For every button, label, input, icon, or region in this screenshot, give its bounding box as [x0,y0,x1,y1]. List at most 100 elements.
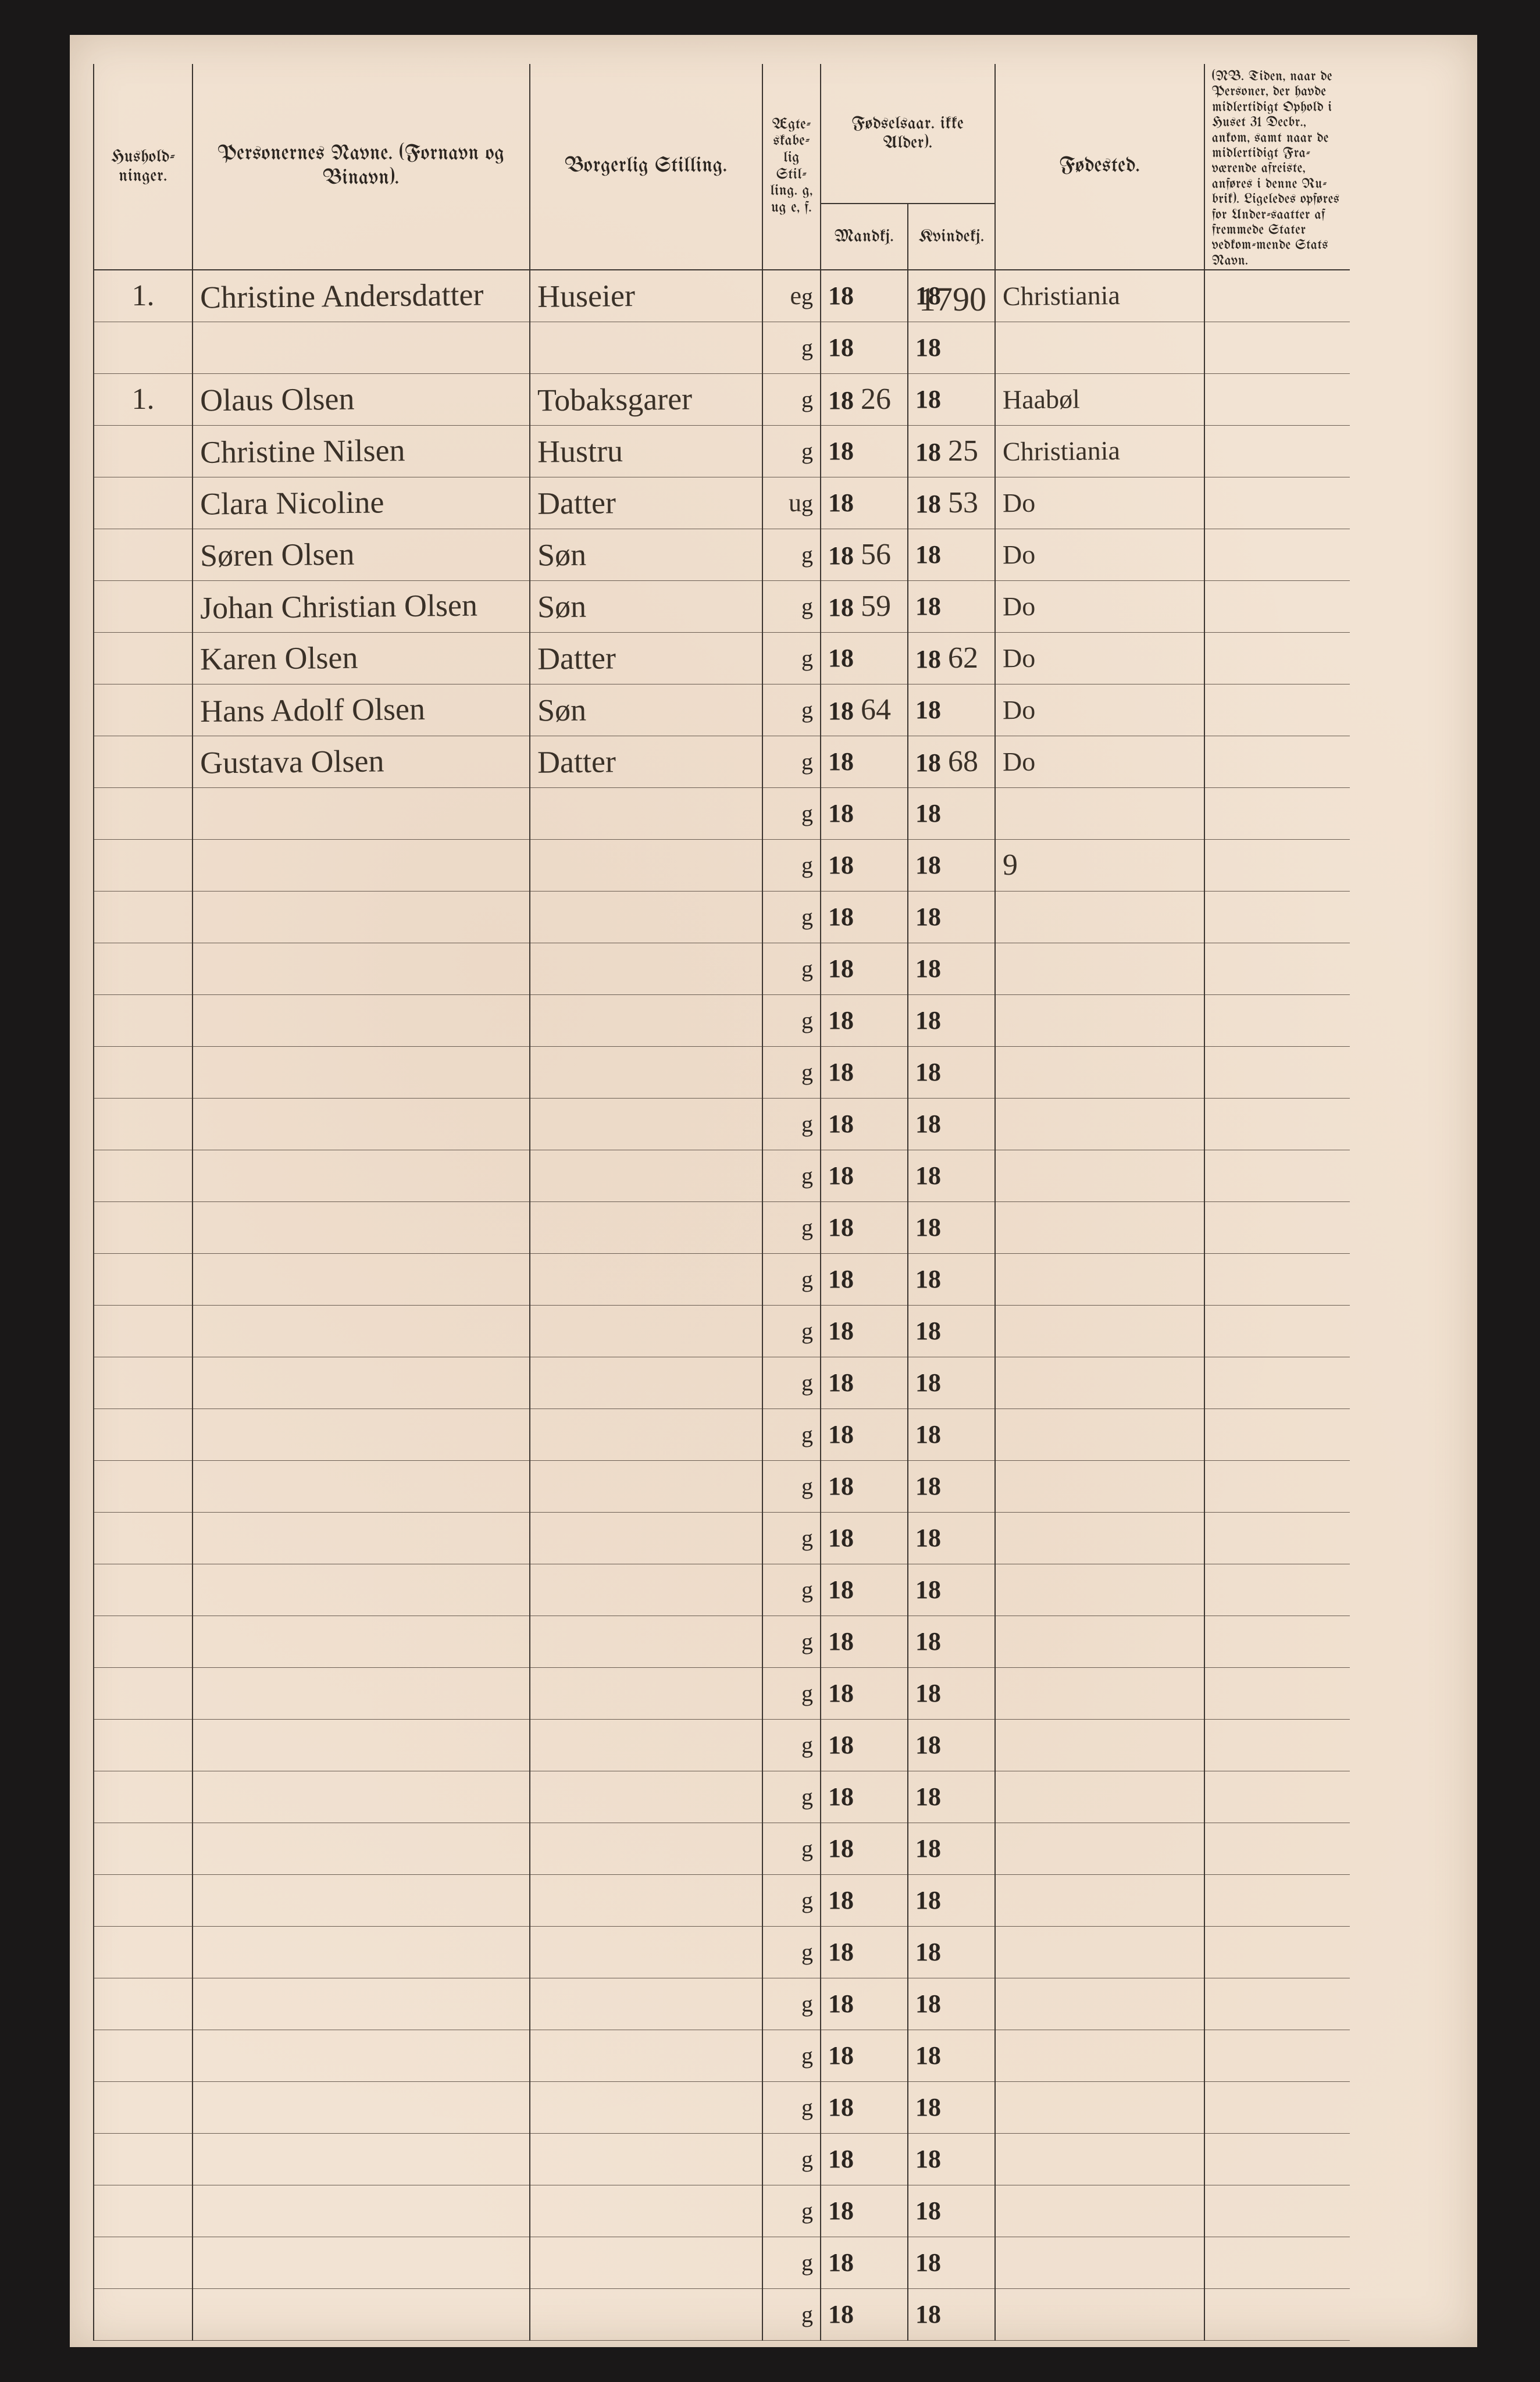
table-row: g1818 [94,1771,1350,1823]
cell-name [192,1874,530,1926]
table-row: g1818 [94,1616,1350,1667]
cell-name [192,1823,530,1874]
cell-aegteskab: g [762,1719,821,1771]
cell-nb [1204,1616,1350,1667]
cell-aegteskab: g [762,2133,821,2185]
cell-husholdning [94,1719,192,1771]
table-row: g1818 [94,2133,1350,2185]
cell-mandkj: 18 [821,1046,908,1098]
cell-fodested [995,1564,1204,1616]
table-row: g1818 [94,1305,1350,1357]
cell-husholdning [94,1201,192,1253]
cell-aegteskab: g [762,2030,821,2081]
table-row: g1818 [94,2237,1350,2288]
cell-nb [1204,2288,1350,2340]
cell-aegteskab: g [762,1150,821,1201]
cell-nb [1204,1719,1350,1771]
cell-mandkj: 18 [821,1150,908,1201]
cell-nb [1204,1874,1350,1926]
cell-mandkj: 18 [821,1201,908,1253]
cell-name [192,1046,530,1098]
cell-kvindekj: 18 [908,891,995,943]
cell-nb [1204,1253,1350,1305]
cell-aegteskab: g [762,1046,821,1098]
cell-mandkj: 18 [821,477,908,529]
table-row: g1818 [94,1874,1350,1926]
header-fodselsaar: Fødselsaar. ikke Alder). [821,64,995,204]
cell-name [192,322,530,373]
cell-kvindekj: 1868 [908,736,995,787]
cell-stilling [530,1150,762,1201]
cell-stilling [530,1616,762,1667]
cell-nb [1204,943,1350,994]
cell-name [192,1098,530,1150]
cell-mandkj: 18 [821,425,908,477]
table-row: g1818 [94,1357,1350,1408]
cell-aegteskab: g [762,2288,821,2340]
cell-aegteskab: g [762,891,821,943]
cell-fodested [995,787,1204,839]
cell-husholdning [94,1616,192,1667]
cell-nb [1204,2185,1350,2237]
table-row: g1818 [94,994,1350,1046]
cell-aegteskab: g [762,529,821,580]
table-row: Clara NicolineDatterug181853Do [94,477,1350,529]
table-row: g1818 [94,1926,1350,1978]
cell-mandkj: 1826 [821,373,908,425]
cell-fodested: Do [995,580,1204,632]
cell-name [192,2030,530,2081]
cell-mandkj: 18 [821,1305,908,1357]
cell-husholdning [94,1771,192,1823]
cell-husholdning [94,580,192,632]
cell-mandkj: 18 [821,1667,908,1719]
cell-fodested [995,2133,1204,2185]
cell-name [192,1616,530,1667]
cell-kvindekj: 18 [908,787,995,839]
cell-nb [1204,632,1350,684]
cell-mandkj: 18 [821,2133,908,2185]
cell-stilling [530,1305,762,1357]
cell-kvindekj: 18 [908,580,995,632]
cell-mandkj: 18 [821,2237,908,2288]
cell-nb [1204,1201,1350,1253]
cell-nb [1204,2133,1350,2185]
cell-mandkj: 1864 [821,684,908,736]
cell-aegteskab: g [762,787,821,839]
cell-kvindekj: 18 [908,1150,995,1201]
cell-husholdning [94,1823,192,1874]
table-row: g1818 [94,2030,1350,2081]
cell-kvindekj: 18 [908,1512,995,1564]
cell-husholdning [94,2030,192,2081]
cell-name [192,2288,530,2340]
cell-name [192,994,530,1046]
cell-mandkj: 18 [821,270,908,322]
cell-nb [1204,1460,1350,1512]
cell-mandkj: 18 [821,1253,908,1305]
table-row: Hans Adolf OlsenSøng186418Do [94,684,1350,736]
cell-mandkj: 1856 [821,529,908,580]
cell-fodested [995,943,1204,994]
cell-fodested [995,1978,1204,2030]
cell-husholdning [94,477,192,529]
cell-fodested [995,1667,1204,1719]
cell-husholdning [94,994,192,1046]
cell-husholdning [94,1150,192,1201]
cell-stilling [530,1460,762,1512]
cell-kvindekj: 18 [908,1046,995,1098]
cell-stilling [530,1926,762,1978]
cell-name [192,2081,530,2133]
cell-mandkj: 18 [821,322,908,373]
cell-fodested [995,1253,1204,1305]
cell-stilling: Søn [530,580,762,632]
table-row: g1818 [94,891,1350,943]
cell-kvindekj: 18 [908,1305,995,1357]
cell-stilling [530,1098,762,1150]
cell-husholdning [94,684,192,736]
cell-aegteskab: ug [762,477,821,529]
cell-mandkj: 18 [821,1771,908,1823]
cell-stilling [530,1357,762,1408]
cell-stilling [530,2185,762,2237]
cell-stilling: Datter [530,477,762,529]
cell-stilling: Tobaksgarer [530,373,762,425]
cell-husholdning: 1. [94,373,192,425]
